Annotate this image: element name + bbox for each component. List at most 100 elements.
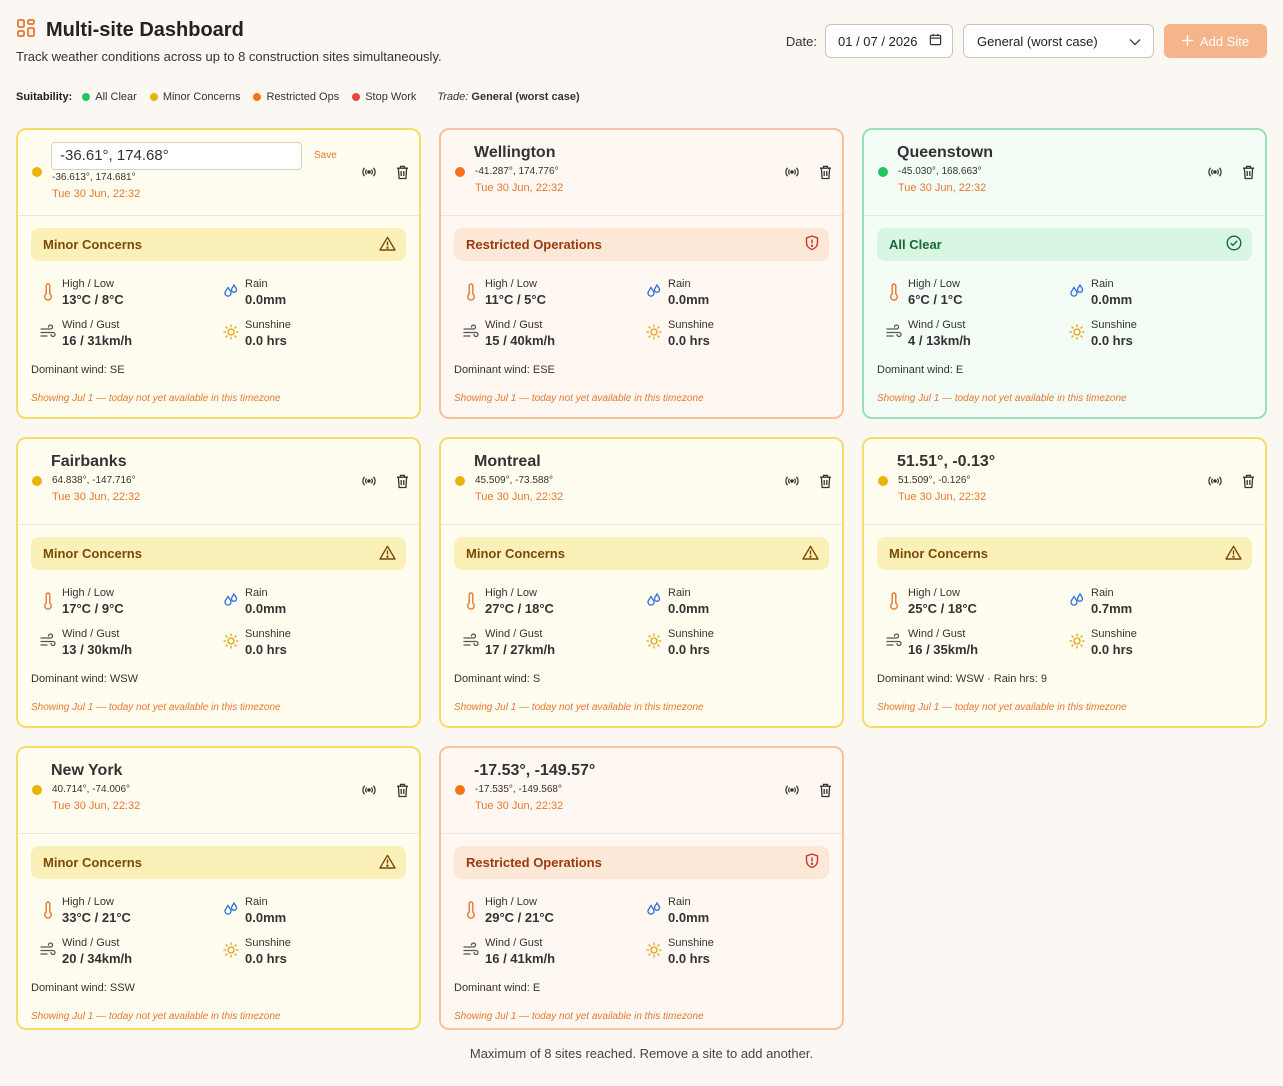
- metric-rain: Rain 0.7mm: [1069, 586, 1252, 618]
- site-card-header: New York 40.714°, -74.006° Tue 30 Jun, 2…: [18, 748, 419, 834]
- weather-metrics: High / Low 6°C / 1°C Rain 0.0mm Wind / Gus…: [877, 277, 1252, 350]
- signal-icon[interactable]: [784, 782, 800, 798]
- status-label: Restricted Operations: [466, 237, 602, 252]
- site-local-time: Tue 30 Jun, 22:32: [52, 800, 141, 812]
- date-input[interactable]: 01 / 07 / 2026: [825, 24, 953, 58]
- page-subtitle: Track weather conditions across up to 8 …: [16, 49, 442, 64]
- site-card-grid: -36.61°, 174.68° Save -36.613°, 174.681°…: [16, 128, 1267, 1030]
- trash-icon[interactable]: [394, 473, 410, 489]
- metric-value: 13°C / 8°C: [62, 292, 124, 307]
- plus-icon: [1181, 34, 1193, 49]
- status-label: Restricted Operations: [466, 855, 602, 870]
- signal-icon[interactable]: [361, 473, 377, 489]
- add-site-label: Add Site: [1199, 33, 1250, 49]
- site-card-header: Fairbanks 64.838°, -147.716° Tue 30 Jun,…: [18, 439, 419, 525]
- add-site-button[interactable]: Add Site: [1164, 24, 1267, 58]
- metric-rain: Rain 0.0mm: [646, 895, 829, 927]
- metric-value: 0.0mm: [1091, 292, 1133, 307]
- trash-icon[interactable]: [1240, 164, 1256, 180]
- site-name[interactable]: Fairbanks: [51, 453, 127, 470]
- site-local-time: Tue 30 Jun, 22:32: [475, 182, 564, 194]
- trash-icon[interactable]: [394, 782, 410, 798]
- sun-icon: [223, 324, 239, 344]
- status-dot: [352, 93, 361, 101]
- thermometer-icon: [886, 283, 902, 303]
- warning-icon: [1225, 545, 1242, 563]
- site-card-body: Restricted Operations High / Low 11°C / 5…: [454, 228, 829, 404]
- metric-wind-gust: Wind / Gust 20 / 34km/h: [31, 936, 223, 968]
- metric-label: High / Low: [62, 896, 114, 908]
- metric-label: Rain: [1091, 587, 1114, 599]
- signal-icon[interactable]: [1207, 164, 1223, 180]
- legend-item-stop-work: Stop Work: [352, 91, 416, 103]
- weather-metrics: High / Low 25°C / 18°C Rain 0.7mm Wind / G…: [877, 586, 1252, 659]
- date-availability-note: Showing Jul 1 — today not yet available …: [31, 1011, 281, 1022]
- signal-icon[interactable]: [784, 164, 800, 180]
- date-availability-note: Showing Jul 1 — today not yet available …: [877, 393, 1127, 404]
- site-name[interactable]: Montreal: [474, 453, 541, 470]
- date-availability-note: Showing Jul 1 — today not yet available …: [454, 1011, 704, 1022]
- sun-icon: [223, 633, 239, 653]
- metric-label: Rain: [245, 896, 268, 908]
- site-name-input[interactable]: -36.61°, 174.68°: [51, 142, 302, 170]
- metric-sunshine: Sunshine 0.0 hrs: [223, 936, 406, 968]
- legend-item-label: All Clear: [95, 91, 137, 103]
- calendar-icon[interactable]: [929, 33, 942, 49]
- legend-item-all-clear: All Clear: [82, 91, 137, 103]
- site-local-time: Tue 30 Jun, 22:32: [52, 491, 141, 503]
- site-card: New York 40.714°, -74.006° Tue 30 Jun, 2…: [16, 746, 421, 1030]
- check-circle-icon: [1226, 235, 1242, 254]
- metric-value: 4 / 13km/h: [908, 333, 971, 348]
- warning-icon: [379, 236, 396, 254]
- site-name[interactable]: Wellington: [474, 144, 556, 161]
- status-dot: [253, 93, 262, 101]
- metric-label: High / Low: [62, 278, 114, 290]
- trade-select[interactable]: General (worst case): [963, 24, 1154, 58]
- toolbar: Date: 01 / 07 / 2026 General (worst case…: [786, 24, 1267, 58]
- trash-icon[interactable]: [817, 164, 833, 180]
- trade-label: Trade:: [437, 91, 469, 103]
- metric-label: High / Low: [908, 278, 960, 290]
- site-name[interactable]: -17.53°, -149.57°: [474, 762, 596, 779]
- trade-select-value: General (worst case): [977, 33, 1098, 49]
- rain-drops-icon: [1069, 283, 1085, 303]
- trash-icon[interactable]: [817, 473, 833, 489]
- save-button[interactable]: Save: [314, 150, 337, 161]
- metric-label: Rain: [668, 896, 691, 908]
- signal-icon[interactable]: [784, 473, 800, 489]
- metric-value: 17 / 27km/h: [485, 642, 556, 657]
- site-name[interactable]: Queenstown: [897, 144, 994, 161]
- metric-label: Wind / Gust: [485, 319, 543, 331]
- weather-metrics: High / Low 29°C / 21°C Rain 0.0mm Wind / G…: [454, 895, 829, 968]
- metric-wind-gust: Wind / Gust 13 / 30km/h: [31, 627, 223, 659]
- signal-icon[interactable]: [1207, 473, 1223, 489]
- wind-icon: [886, 633, 902, 653]
- metric-label: Sunshine: [1091, 628, 1137, 640]
- signal-icon[interactable]: [361, 782, 377, 798]
- site-name[interactable]: 51.51°, -0.13°: [897, 453, 996, 470]
- rain-drops-icon: [223, 901, 239, 921]
- trash-icon[interactable]: [1240, 473, 1256, 489]
- dominant-wind: Dominant wind: WSW · Rain hrs: 9: [877, 673, 1047, 685]
- site-name[interactable]: New York: [51, 762, 123, 779]
- site-coordinates: -17.535°, -149.568°: [475, 784, 562, 795]
- legend-trade: Trade: General (worst case): [437, 91, 579, 103]
- date-value: 01 / 07 / 2026: [838, 33, 918, 49]
- site-card-body: Minor Concerns High / Low 25°C / 18°C Rai…: [877, 537, 1252, 713]
- site-card: Fairbanks 64.838°, -147.716° Tue 30 Jun,…: [16, 437, 421, 728]
- metric-sunshine: Sunshine 0.0 hrs: [646, 627, 829, 659]
- trash-icon[interactable]: [817, 782, 833, 798]
- date-availability-note: Showing Jul 1 — today not yet available …: [877, 702, 1127, 713]
- metric-value: 0.0 hrs: [668, 333, 710, 348]
- thermometer-icon: [463, 592, 479, 612]
- max-sites-message: Maximum of 8 sites reached. Remove a sit…: [469, 1046, 814, 1061]
- shield-alert-icon: [805, 853, 819, 872]
- metric-rain: Rain 0.0mm: [646, 586, 829, 618]
- site-card-body: Minor Concerns High / Low 17°C / 9°C Rain…: [31, 537, 406, 713]
- metric-value: 20 / 34km/h: [62, 951, 133, 966]
- metric-high-low: High / Low 6°C / 1°C: [877, 277, 1069, 309]
- signal-icon[interactable]: [361, 164, 377, 180]
- trash-icon[interactable]: [394, 164, 410, 180]
- status-dot: [455, 167, 465, 177]
- metric-sunshine: Sunshine 0.0 hrs: [1069, 318, 1252, 350]
